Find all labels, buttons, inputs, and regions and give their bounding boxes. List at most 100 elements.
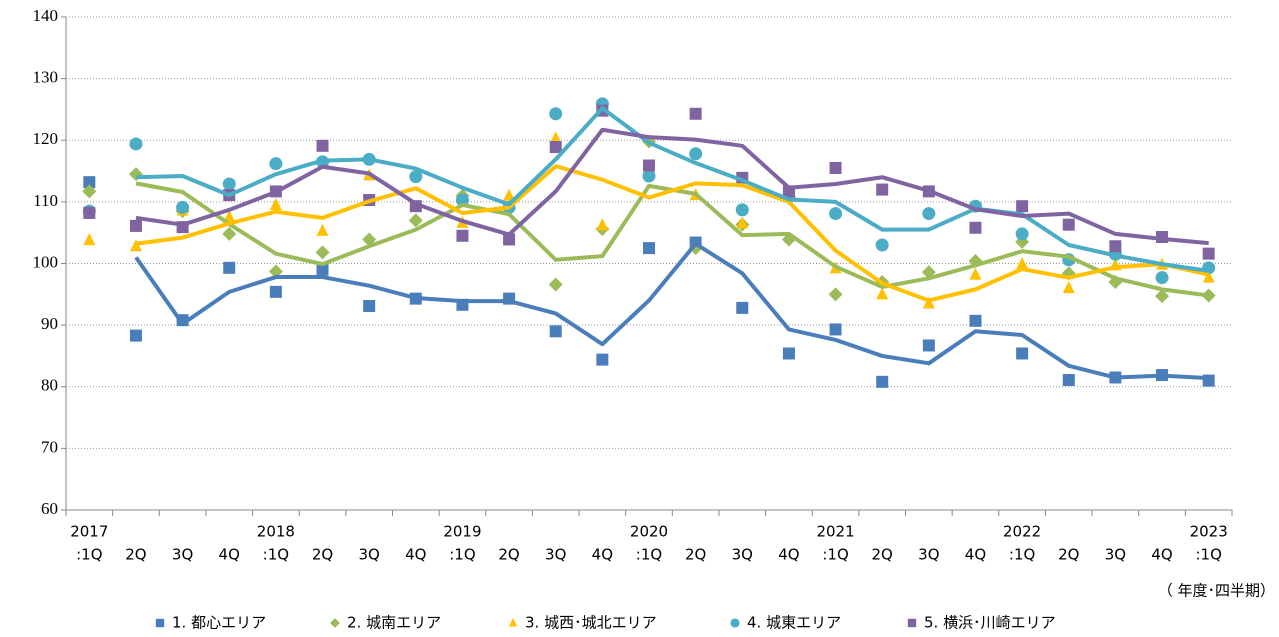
trend-line [135, 127, 1209, 246]
point [549, 131, 562, 144]
point [922, 207, 936, 221]
legend-label: 4. 城東エリア [747, 614, 841, 632]
legend-marker [907, 618, 917, 628]
point [503, 188, 516, 201]
point [222, 226, 237, 241]
x-tick-label: 2Q [498, 546, 519, 564]
point [503, 292, 516, 305]
point [549, 325, 562, 338]
point [548, 277, 563, 292]
x-tick-label: 3Q [358, 546, 379, 564]
point [1016, 347, 1029, 360]
point [408, 213, 423, 228]
point [1015, 227, 1029, 241]
x-tick-label: :1Q [636, 546, 662, 564]
point [129, 137, 143, 151]
y-tick-label: 130 [33, 68, 59, 87]
x-year-label: 2020 [630, 523, 668, 541]
x-tick-label: :1Q [1009, 546, 1035, 564]
point [1155, 289, 1170, 304]
x-tick-label: 4Q [219, 546, 240, 564]
x-tick-label: 4Q [778, 546, 799, 564]
x-tick-label: :1Q [76, 546, 102, 564]
point [129, 219, 142, 232]
point [129, 239, 142, 252]
point [316, 263, 329, 276]
y-tick-label: 60 [41, 499, 58, 518]
legend-label: 1. 都心エリア [172, 614, 266, 632]
point [1155, 271, 1169, 285]
y-tick-label: 140 [33, 6, 59, 25]
y-tick-label: 70 [41, 437, 58, 456]
x-tick-label: 2Q [685, 546, 706, 564]
point [83, 233, 96, 246]
point [268, 264, 283, 279]
legend-label: 3. 城西･城北エリア [525, 614, 657, 632]
x-tick-label: 4Q [965, 546, 986, 564]
point [1109, 240, 1122, 253]
legend-marker [730, 618, 740, 628]
x-tick-label: 3Q [918, 546, 939, 564]
point [1202, 270, 1215, 283]
point [269, 157, 283, 171]
point [363, 300, 376, 313]
legend-marker [508, 618, 518, 627]
point [1202, 247, 1215, 260]
point [316, 223, 329, 236]
x-tick-label: 3Q [732, 546, 753, 564]
trend-line [135, 106, 1209, 273]
x-tick-label: :1Q [263, 546, 289, 564]
x-tick-label: 4Q [405, 546, 426, 564]
legend-marker [330, 618, 340, 628]
point [223, 261, 236, 274]
point [735, 203, 749, 217]
point [828, 287, 843, 302]
trend-line [134, 241, 1209, 381]
point [455, 193, 469, 207]
point [596, 218, 609, 231]
x-tick-label: 3Q [1105, 546, 1126, 564]
point [83, 176, 96, 189]
point [409, 170, 423, 184]
x-year-label: 2022 [1003, 523, 1041, 541]
point [1062, 281, 1075, 294]
point [1016, 257, 1029, 270]
point [596, 353, 609, 366]
y-tick-label: 80 [41, 376, 58, 395]
legend-label: 5. 横浜･川崎エリア [924, 614, 1056, 632]
x-year-label: 2023 [1190, 523, 1228, 541]
y-tick-label: 90 [41, 314, 58, 333]
point [643, 242, 655, 255]
point [503, 233, 516, 246]
x-tick-label: :1Q [449, 546, 475, 564]
point [456, 229, 469, 242]
point [969, 267, 982, 280]
x-tick-label: 4Q [592, 546, 613, 564]
point [129, 329, 142, 342]
x-tick-label: 2Q [312, 546, 333, 564]
x-tick-label: 4Q [1151, 546, 1172, 564]
point [922, 296, 935, 309]
point [642, 169, 656, 183]
point [829, 323, 842, 336]
x-tick-label: 3Q [545, 546, 566, 564]
point [269, 197, 282, 210]
x-tick-label: :1Q [1195, 546, 1221, 564]
y-tick-label: 120 [33, 129, 59, 148]
x-axis-label: （ 年度･四半期） [1158, 582, 1275, 600]
point [689, 107, 702, 120]
y-tick-label: 110 [33, 191, 58, 210]
x-tick-label: 2Q [872, 546, 893, 564]
point [269, 285, 282, 298]
x-year-label: 2021 [816, 523, 854, 541]
legend-marker [155, 618, 165, 628]
point [176, 200, 190, 214]
x-tick-label: 2Q [125, 546, 146, 564]
x-tick-label: 2Q [1058, 546, 1079, 564]
point [83, 206, 96, 219]
point [222, 177, 236, 191]
y-tick-label: 100 [33, 252, 59, 271]
point [82, 184, 97, 199]
point [223, 210, 236, 223]
